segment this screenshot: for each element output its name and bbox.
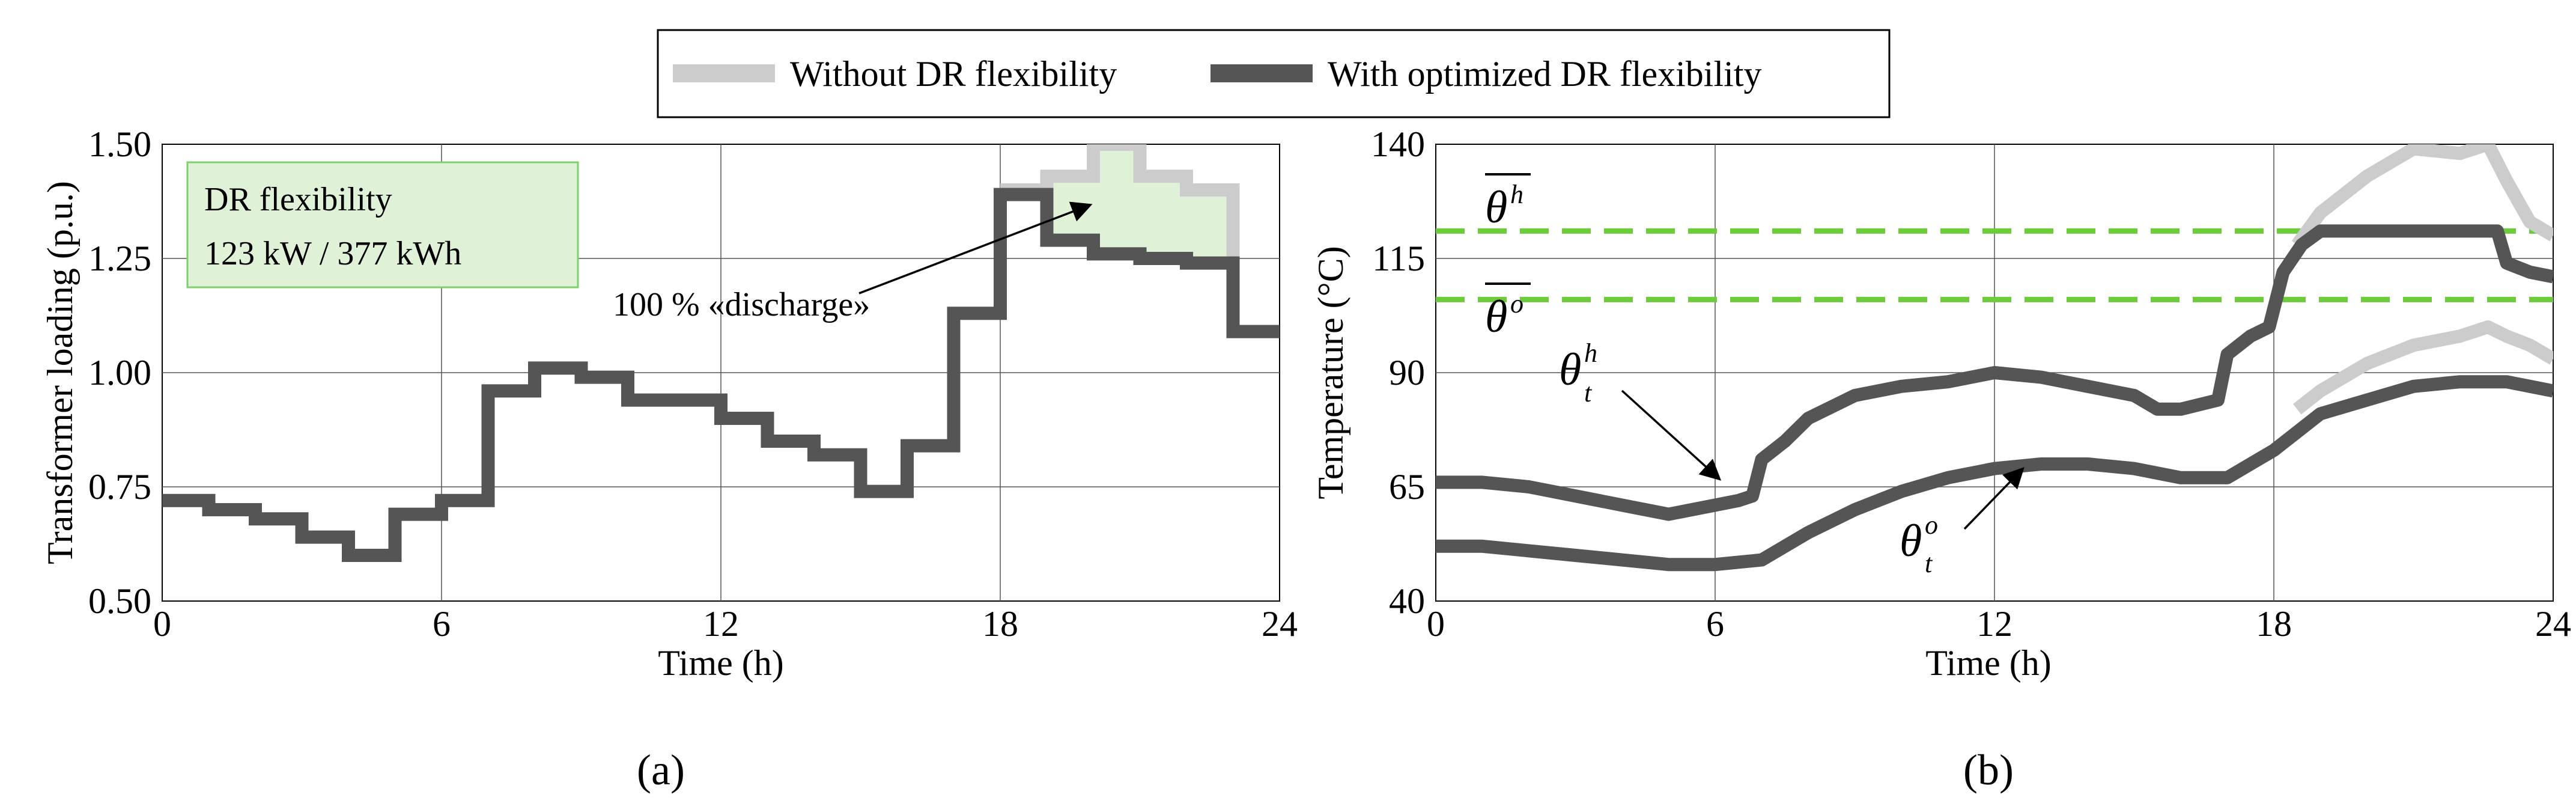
panel-a-ytick-label: 0.75 bbox=[88, 467, 151, 507]
panel-b: 0 6 12 18 24 40 65 90 115 140 θ h θ o θ h t θ o t… bbox=[1311, 124, 2571, 794]
theta-h-t-label: θ h t bbox=[1559, 338, 1722, 481]
legend-label-with: With optimized DR flexibility bbox=[1328, 54, 1762, 94]
panel-a-xtick-label: 12 bbox=[703, 604, 739, 644]
panel-a-ylabel: Transformer loading (p.u.) bbox=[40, 181, 80, 564]
flex-fill-segment bbox=[1046, 176, 1093, 240]
theta-o-t-sup: o bbox=[1925, 510, 1938, 540]
theta-h-t-arrow bbox=[1621, 389, 1722, 481]
panel-a-series bbox=[162, 144, 1280, 562]
panel-a-caption: (a) bbox=[637, 746, 685, 794]
flex-fill-segment bbox=[1186, 190, 1233, 263]
panel-a-xtick-label: 6 bbox=[433, 604, 451, 644]
panel-b-ylabel: Temperature (°C) bbox=[1311, 246, 1350, 499]
theta-o-max-sup: o bbox=[1510, 289, 1523, 319]
dr-flex-value: 123 kW / 377 kWh bbox=[204, 235, 461, 272]
panel-b-caption: (b) bbox=[1963, 746, 2014, 794]
series-theta-h-with bbox=[1436, 224, 2553, 521]
panel-a-xtick-label: 18 bbox=[982, 604, 1018, 644]
panel-a: 0 6 12 18 24 0.50 0.75 1.00 1.25 1.50 DR flexibil… bbox=[40, 124, 1298, 794]
panel-a-ytick-label: 1.25 bbox=[88, 239, 151, 278]
panel-a-ticks: 0 6 12 18 24 0.50 0.75 1.00 1.25 1.50 bbox=[88, 124, 1298, 644]
theta-o-t-label: θ o t bbox=[1900, 466, 2025, 578]
panel-a-xtick-label: 24 bbox=[1262, 604, 1298, 644]
panel-b-ytick-label: 65 bbox=[1389, 467, 1425, 507]
dr-flex-title: DR flexibility bbox=[204, 181, 392, 218]
panel-b-xtick-label: 18 bbox=[2256, 604, 2292, 644]
panel-b-ytick-label: 90 bbox=[1389, 353, 1425, 392]
theta-h-t-symbol: θ bbox=[1559, 344, 1581, 395]
dr-flex-box bbox=[186, 161, 579, 289]
panel-b-xtick-label: 6 bbox=[1706, 604, 1724, 644]
panel-b-xtick-label: 0 bbox=[1427, 604, 1445, 644]
panel-b-xlabel: Time (h) bbox=[1925, 643, 2051, 683]
panel-a-ytick-label: 1.00 bbox=[88, 353, 151, 392]
panel-b-xtick-label: 24 bbox=[2535, 604, 2571, 644]
theta-h-t-sup: h bbox=[1584, 338, 1597, 368]
panel-b-ytick-label: 40 bbox=[1389, 581, 1425, 621]
theta-o-t-symbol: θ bbox=[1900, 516, 1922, 566]
panel-b-ticks: 0 6 12 18 24 40 65 90 115 140 bbox=[1371, 124, 2571, 644]
series-theta-h-without bbox=[2291, 144, 2553, 249]
theta-o-max-label: θ o bbox=[1485, 282, 1531, 342]
legend-label-without: Without DR flexibility bbox=[790, 54, 1117, 94]
panel-a-xtick-label: 0 bbox=[153, 604, 171, 644]
discharge-label: 100 % «discharge» bbox=[613, 286, 870, 323]
series-with-dr bbox=[162, 188, 1280, 562]
theta-h-max-symbol: θ bbox=[1485, 182, 1507, 233]
panel-b-xtick-label: 12 bbox=[1976, 604, 2012, 644]
legend: Without DR flexibility With optimized DR… bbox=[657, 29, 1891, 118]
panel-a-xlabel: Time (h) bbox=[658, 643, 783, 683]
panel-b-ytick-label: 115 bbox=[1372, 239, 1425, 278]
series-theta-o-with bbox=[1436, 375, 2553, 572]
theta-o-max-symbol: θ bbox=[1485, 292, 1507, 342]
panel-b-ytick-label: 140 bbox=[1371, 124, 1425, 164]
theta-h-t-sub: t bbox=[1584, 378, 1593, 408]
series-theta-o-without bbox=[2292, 320, 2553, 415]
theta-o-t-arrow bbox=[1963, 466, 2025, 530]
theta-h-max-sup: h bbox=[1510, 180, 1523, 209]
panel-b-series bbox=[1436, 144, 2553, 572]
discharge-arrow bbox=[858, 201, 1093, 295]
theta-o-t-sub: t bbox=[1925, 549, 1933, 578]
panel-a-ytick-label: 0.50 bbox=[88, 581, 151, 621]
flex-fill-segment bbox=[1140, 176, 1186, 258]
panel-a-flex-fill bbox=[1000, 144, 1233, 263]
panel-a-ytick-label: 1.50 bbox=[88, 124, 151, 164]
theta-h-max-label: θ h bbox=[1485, 173, 1531, 233]
flex-fill-segment bbox=[1093, 144, 1140, 254]
series-without-dr bbox=[1000, 144, 1280, 338]
